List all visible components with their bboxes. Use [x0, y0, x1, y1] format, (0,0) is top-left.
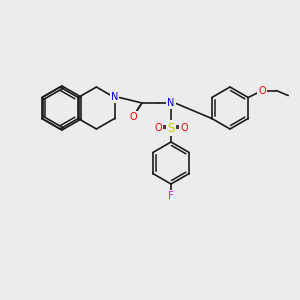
Text: O: O [180, 123, 188, 133]
Text: O: O [129, 112, 137, 122]
Text: N: N [167, 98, 175, 108]
Text: S: S [167, 122, 175, 134]
Text: F: F [168, 191, 174, 201]
Text: O: O [258, 85, 266, 95]
Text: N: N [111, 92, 118, 103]
Text: O: O [154, 123, 162, 133]
